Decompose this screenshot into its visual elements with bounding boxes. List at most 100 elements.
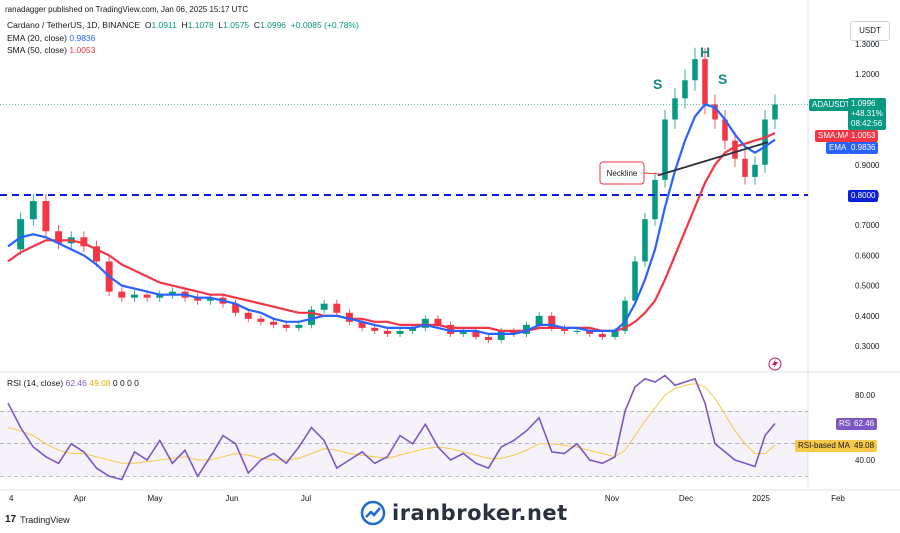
neckline-label: Neckline [607, 169, 638, 178]
symbol-title: Cardano / TetherUS, 1D, BINANCE [7, 20, 141, 30]
candle-body [396, 330, 404, 334]
candle-body [742, 158, 748, 177]
tv-logo-icon: 17 [5, 514, 17, 525]
sma-legend[interactable]: SMA (50, close) 1.0053 [7, 45, 95, 56]
candle-body [535, 315, 543, 325]
head-label: H [700, 44, 710, 60]
brand-logo-icon [360, 500, 386, 526]
candle-body [692, 59, 698, 81]
sma-legend-label: SMA (50, close) [7, 45, 67, 55]
change-value: +0.0085 (+0.78%) [290, 20, 359, 30]
neckline[interactable] [657, 141, 769, 177]
y-tick-label: 1.2000 [855, 70, 880, 79]
x-tick-label: Feb [831, 494, 845, 503]
rsi-legend-label: RSI (14, close) [7, 378, 64, 388]
candle-body [447, 324, 455, 334]
rsi-line[interactable] [7, 374, 776, 481]
rsi-legend-extra: 0 0 0 0 [112, 378, 139, 388]
open-value: 1.0911 [151, 20, 177, 30]
rsi-y-tick-label: 40.00 [855, 456, 876, 465]
lightning-icon [772, 359, 778, 369]
x-tick-label: May [147, 494, 162, 503]
candle-body [232, 303, 240, 313]
candle-body [652, 179, 658, 220]
currency-button[interactable]: USDT [850, 21, 890, 41]
candle-body [333, 303, 341, 313]
candle-body [42, 201, 50, 232]
price-tag: 1.0996 +48.31% 08:42:56 [848, 98, 886, 130]
candle-body [548, 315, 556, 328]
candle-body [270, 321, 278, 325]
ema-line[interactable] [7, 103, 776, 335]
rsi-ma-line[interactable] [7, 383, 776, 464]
candle-body [523, 324, 530, 334]
candle-body [672, 98, 678, 120]
x-tick-label: 2025 [752, 494, 770, 503]
candle-body [55, 231, 63, 244]
y-tick-label: 0.4000 [855, 312, 880, 321]
left-shoulder-label: S [653, 76, 662, 92]
candle-body [295, 324, 303, 328]
symbol-tag: ADAUSDT [809, 99, 853, 111]
level-tag: 0.8000 [848, 190, 879, 202]
candle-body [320, 303, 328, 310]
candle-body [642, 219, 648, 262]
sma-line[interactable] [7, 132, 776, 332]
candle-body [510, 330, 518, 334]
candle-body [772, 104, 778, 120]
candle-body [712, 104, 718, 120]
y-tick-label: 0.5000 [855, 282, 880, 291]
candle-body [662, 119, 668, 180]
ema-legend[interactable]: EMA (20, close) 0.9836 [7, 33, 95, 44]
candle-body [732, 140, 738, 159]
candle-body [371, 327, 379, 331]
y-tick-label: 0.7000 [855, 221, 880, 230]
candle-body [752, 164, 758, 177]
candle-body [485, 336, 493, 340]
ema-legend-label: EMA (20, close) [7, 33, 67, 43]
candle-body [682, 80, 688, 99]
candle-body [282, 324, 290, 328]
x-tick-label: 4 [9, 494, 14, 503]
candle-body [409, 327, 417, 331]
right-shoulder-label: S [718, 71, 727, 87]
rsi-legend-ma: 49.08 [89, 378, 111, 388]
price-tag-countdown: 08:42:56 [851, 119, 883, 128]
candle-body [80, 237, 88, 247]
high-label: H [181, 20, 188, 30]
open-label: O [144, 20, 152, 30]
rsi-ma-tag-value: 49.08 [851, 440, 878, 452]
x-tick-label: Nov [605, 494, 619, 503]
brand-watermark: iranbroker.net [360, 500, 568, 526]
publisher-line: ranadagger published on TradingView.com,… [5, 5, 249, 14]
ema-legend-value: 0.9836 [69, 33, 96, 43]
symbol-legend: Cardano / TetherUS, 1D, BINANCE O1.0911 … [7, 20, 359, 31]
rsi-legend-value: 62.46 [65, 378, 87, 388]
high-value: 1.1078 [187, 20, 214, 30]
candle-body [702, 59, 708, 105]
rsi-legend[interactable]: RSI (14, close) 62.46 49.08 0 0 0 0 [7, 378, 139, 389]
event-icon[interactable] [768, 357, 782, 371]
candle-body [118, 291, 126, 298]
x-tick-label: Jul [301, 494, 311, 503]
candle-body [459, 330, 467, 334]
candle-body [194, 297, 202, 301]
tradingview-logo[interactable]: 17 TradingView [5, 514, 70, 525]
y-tick-label: 0.9000 [855, 161, 880, 170]
y-tick-label: 1.3000 [855, 40, 880, 49]
brand-name: iranbroker.net [392, 501, 568, 525]
candle-body [497, 330, 505, 340]
candle-body [722, 119, 728, 141]
low-label: L [218, 20, 224, 30]
rsi-tag-label: RSI [836, 418, 856, 430]
tv-logo-text: TradingView [20, 514, 70, 525]
candle-body [434, 318, 442, 325]
candle-body [598, 333, 606, 337]
sma-tag-value: 1.0053 [848, 130, 879, 142]
candle-body [93, 246, 100, 262]
candle-body [383, 330, 391, 334]
candle-body [168, 291, 176, 295]
close-label: C [253, 20, 261, 30]
